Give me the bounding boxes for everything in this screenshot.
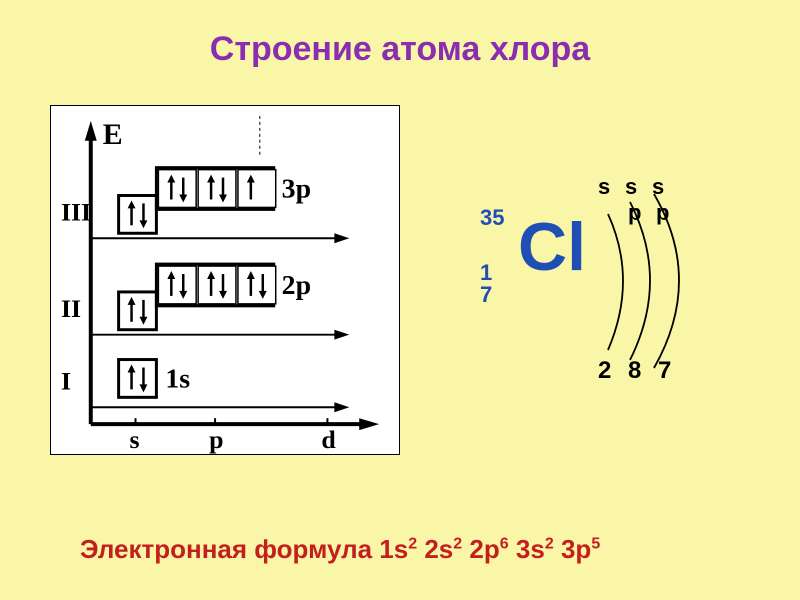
electron-formula: Электронная формула 1s2 2s2 2p6 3s2 3p5 — [80, 534, 600, 565]
shell-top-3: s — [652, 174, 664, 199]
levels-group: III 3p II 2p I 1s — [61, 168, 349, 413]
formula-sup: 2 — [545, 535, 554, 552]
level-roman: III — [61, 197, 91, 226]
formula-sup: 5 — [591, 535, 600, 552]
formula-prefix: Электронная формула — [80, 534, 379, 564]
atomic-number-2: 7 — [480, 282, 492, 307]
formula-sup: 6 — [500, 535, 509, 552]
shell-arc-1 — [608, 214, 623, 350]
page-title: Строение атома хлора — [0, 30, 800, 69]
level-label: 3p — [282, 173, 311, 204]
level-label: 1s — [165, 363, 190, 394]
shell-top-2: s — [625, 174, 637, 199]
shell-arc-2 — [630, 202, 650, 360]
formula-base: 1s — [379, 534, 408, 564]
mass-number: 35 — [480, 205, 504, 230]
formula-base: 2s — [417, 534, 453, 564]
orbital-svg: E III 3p II 2p I 1s s p d — [51, 106, 399, 454]
atom-schematic: 35 1 7 Cl s s s p p 2 8 7 — [470, 170, 770, 400]
x-orbital-label: s — [130, 425, 140, 454]
shell-count-3: 7 — [658, 357, 671, 384]
shell-mid-1: p — [628, 200, 641, 225]
x-axis-arrow — [359, 418, 379, 430]
energy-diagram: E III 3p II 2p I 1s s p d — [50, 105, 400, 455]
formula-sup: 2 — [453, 535, 462, 552]
formula-parts: 1s2 2s2 2p6 3s2 3p5 — [379, 534, 600, 564]
x-orbital-label: p — [209, 425, 223, 454]
level-roman: II — [61, 294, 81, 323]
level-label: 2p — [282, 270, 311, 301]
formula-base: 3p — [554, 534, 592, 564]
level-roman: I — [61, 366, 71, 395]
energy-label: E — [103, 118, 123, 151]
slide-root: Строение атома хлора E III3pII2pI1s spd … — [0, 0, 800, 600]
shell-top-1: s — [598, 174, 610, 199]
formula-base: 3s — [509, 534, 545, 564]
y-axis-arrow — [85, 121, 97, 141]
formula-base: 2p — [462, 534, 500, 564]
element-symbol: Cl — [518, 209, 586, 285]
formula-sup: 2 — [408, 535, 417, 552]
shell-count-2: 8 — [628, 357, 641, 384]
shell-mid-2: p — [656, 200, 669, 225]
shell-count-1: 2 — [598, 357, 611, 384]
x-orbital-label: d — [321, 425, 336, 454]
atom-svg: 35 1 7 Cl s s s p p 2 8 7 — [470, 170, 770, 400]
